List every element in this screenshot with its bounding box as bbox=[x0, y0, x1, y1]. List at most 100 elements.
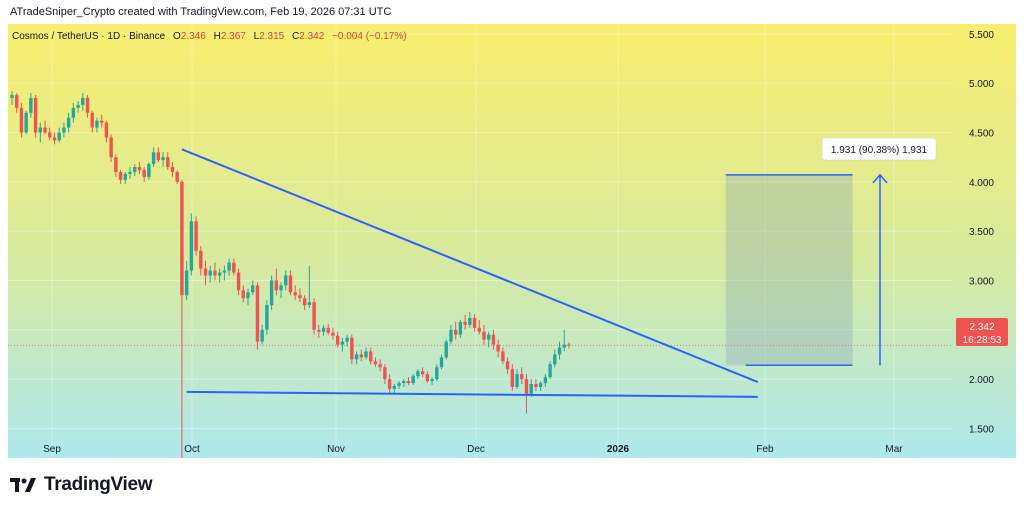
candle-body bbox=[293, 292, 297, 296]
candle-body bbox=[241, 290, 245, 299]
current-price-label: 2.342 bbox=[969, 322, 994, 333]
time-tick: Nov bbox=[327, 444, 345, 455]
candle-body bbox=[307, 302, 312, 306]
candle-body bbox=[472, 317, 477, 328]
candle-body bbox=[66, 117, 71, 128]
bar-countdown: 16:28:53 bbox=[963, 335, 1002, 346]
candle-body bbox=[29, 97, 33, 113]
change-value: −0.004 (−0.17%) bbox=[332, 31, 407, 42]
candle-body bbox=[562, 344, 566, 348]
candle-body bbox=[95, 120, 99, 128]
candle-body bbox=[321, 327, 326, 332]
candle-body bbox=[416, 371, 420, 377]
candle-body bbox=[364, 351, 368, 358]
candle-body bbox=[255, 285, 260, 342]
candle-body bbox=[19, 107, 24, 133]
candle-body bbox=[246, 292, 250, 299]
candle-body bbox=[392, 385, 397, 389]
high-label: H bbox=[213, 31, 221, 42]
candle-body bbox=[520, 374, 524, 380]
candle-body bbox=[359, 354, 363, 358]
candle-body bbox=[444, 341, 448, 358]
tradingview-logo-icon bbox=[10, 478, 36, 492]
candle-body bbox=[180, 181, 184, 296]
candle-body bbox=[114, 157, 118, 172]
measure-label: 1.931 (90.38%) 1,931 bbox=[831, 145, 928, 156]
candle-body bbox=[156, 152, 161, 161]
price-tick: 4.500 bbox=[969, 129, 994, 140]
close-value: 2.342 bbox=[299, 31, 325, 42]
brand-name: TradingView bbox=[44, 474, 153, 495]
candle-body bbox=[151, 152, 156, 165]
candle-body bbox=[529, 384, 533, 394]
candle-body bbox=[378, 364, 382, 368]
candle-body bbox=[175, 171, 179, 182]
candle-body bbox=[142, 169, 146, 177]
candle-body bbox=[331, 332, 335, 336]
candle-body bbox=[222, 270, 227, 273]
candle-body bbox=[76, 104, 80, 108]
high-value: 2.367 bbox=[220, 31, 246, 42]
low-label: L bbox=[253, 31, 260, 42]
open-label: O bbox=[173, 31, 181, 42]
low-value: 2.315 bbox=[259, 31, 285, 42]
symbol-name: Cosmos / TetherUS · 1D · Binance bbox=[12, 31, 166, 42]
candle-body bbox=[345, 337, 349, 342]
candle-body bbox=[369, 351, 373, 362]
candle-body bbox=[468, 317, 472, 325]
candle-body bbox=[453, 329, 458, 335]
candle-body bbox=[104, 122, 109, 138]
symbol-legend: Cosmos / TetherUS · 1D · Binance O2.346 … bbox=[12, 31, 407, 42]
candle-body bbox=[557, 347, 562, 355]
candle-body bbox=[217, 272, 222, 276]
chart-watermark: ATradeSniper_Crypto created with Trading… bbox=[10, 6, 392, 18]
time-tick: 2026 bbox=[607, 444, 630, 455]
candle-body bbox=[510, 369, 515, 387]
candle-body bbox=[184, 270, 189, 296]
price-tick: 2.000 bbox=[969, 375, 994, 386]
candle-body bbox=[354, 354, 359, 360]
candle-body bbox=[435, 367, 439, 380]
candle-body bbox=[430, 379, 434, 382]
candle-body bbox=[109, 137, 113, 158]
candle-body bbox=[425, 374, 430, 382]
candle-body bbox=[543, 377, 548, 384]
candle-body bbox=[312, 302, 316, 330]
candle-body bbox=[137, 167, 142, 170]
candle-body bbox=[491, 334, 496, 345]
candle-body bbox=[24, 112, 28, 133]
candle-body bbox=[81, 97, 85, 105]
open-value: 2.346 bbox=[180, 31, 206, 42]
price-tick: 3.000 bbox=[969, 276, 994, 287]
trendline bbox=[181, 148, 759, 383]
candle-body bbox=[208, 270, 212, 276]
candle-body bbox=[406, 381, 411, 384]
candle-body bbox=[548, 364, 552, 378]
time-tick: Mar bbox=[885, 444, 903, 455]
candle-body bbox=[538, 383, 543, 387]
candle-body bbox=[227, 262, 231, 271]
candle-body bbox=[350, 337, 354, 360]
candle-body bbox=[402, 381, 406, 384]
price-tick: 5.000 bbox=[969, 79, 994, 90]
candle-body bbox=[288, 275, 293, 293]
measure-arrow-head bbox=[872, 173, 888, 184]
price-chart[interactable]: 5.5005.0004.5004.0003.5003.0002.5002.000… bbox=[0, 0, 1024, 460]
candle-body bbox=[194, 221, 198, 251]
candle-body bbox=[387, 379, 392, 389]
candle-body bbox=[147, 164, 151, 177]
candle-body bbox=[383, 367, 387, 380]
candle-body bbox=[269, 280, 274, 306]
candle-body bbox=[274, 280, 279, 291]
candle-body bbox=[326, 327, 330, 333]
candle-body bbox=[213, 270, 217, 276]
candle-body bbox=[505, 361, 510, 370]
candle-body bbox=[85, 97, 90, 113]
candle-body bbox=[199, 250, 203, 269]
candle-body bbox=[90, 112, 94, 128]
candle-body bbox=[420, 371, 425, 375]
candle-body bbox=[232, 262, 236, 273]
price-tick: 1.500 bbox=[969, 424, 994, 435]
time-axis[interactable]: Sep Oct Nov Dec 2026 Feb Mar bbox=[43, 444, 903, 455]
candle-body bbox=[166, 157, 170, 168]
